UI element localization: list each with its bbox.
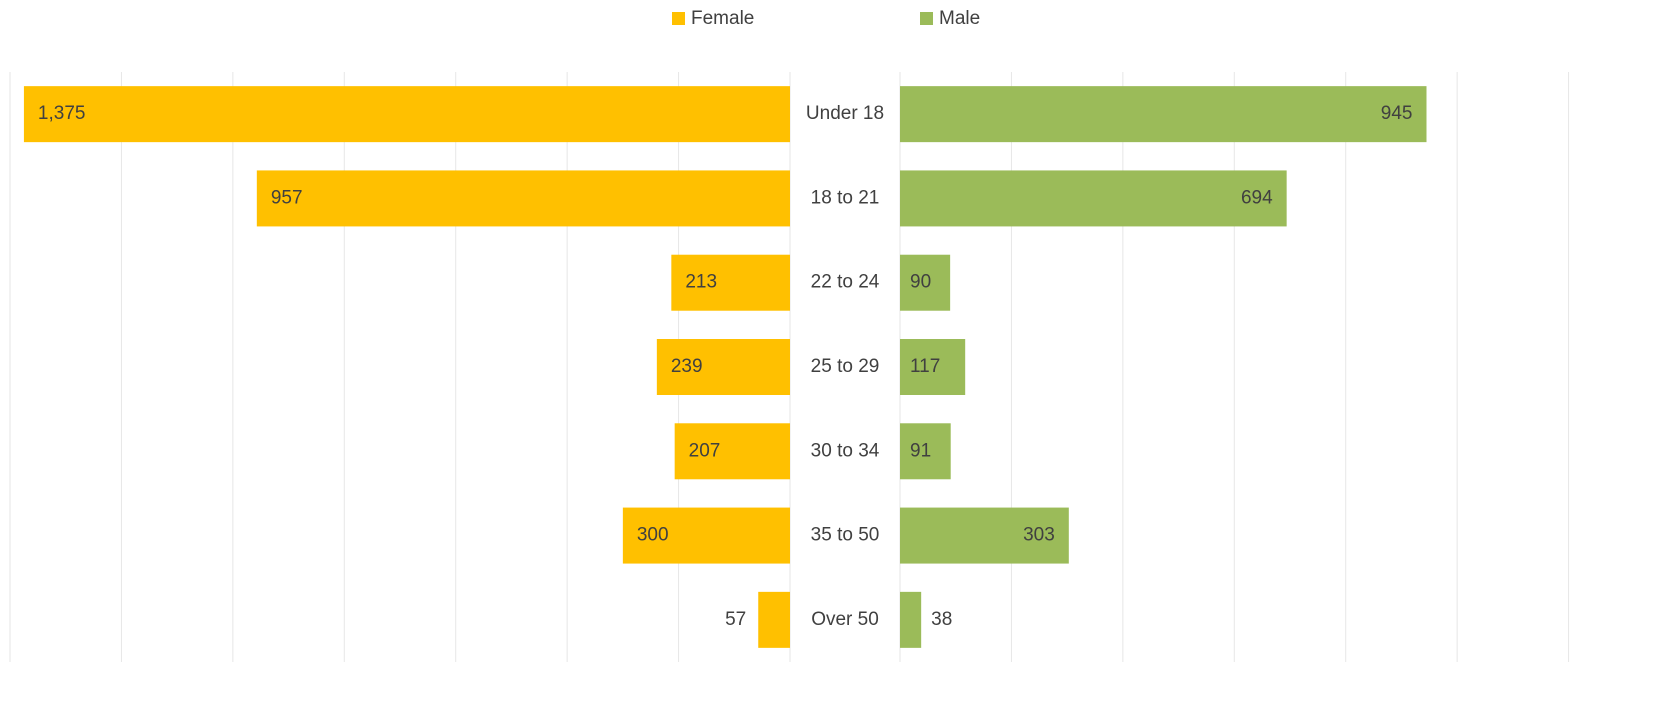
bar bbox=[23, 86, 790, 143]
legend-swatch bbox=[920, 12, 933, 25]
bar bbox=[674, 423, 790, 480]
bar bbox=[256, 170, 790, 227]
data-label: 57 bbox=[725, 609, 746, 630]
category-label: 22 to 24 bbox=[811, 272, 880, 293]
category-label: Over 50 bbox=[811, 609, 879, 630]
bar bbox=[671, 254, 790, 311]
legend-label: Female bbox=[691, 8, 754, 29]
data-label: 957 bbox=[271, 187, 303, 208]
data-label: 239 bbox=[671, 356, 703, 377]
data-label: 38 bbox=[931, 609, 952, 630]
data-label: 213 bbox=[685, 272, 717, 293]
legend-label: Male bbox=[939, 8, 980, 29]
category-label: Under 18 bbox=[806, 103, 884, 124]
bar bbox=[900, 86, 1427, 143]
bar bbox=[900, 170, 1287, 227]
bar bbox=[758, 591, 790, 648]
legend-swatch bbox=[672, 12, 685, 25]
data-label: 945 bbox=[1381, 103, 1413, 124]
data-label: 207 bbox=[689, 440, 721, 461]
bar bbox=[900, 339, 966, 395]
data-label: 300 bbox=[637, 525, 669, 546]
bar bbox=[900, 423, 951, 480]
category-label: 30 to 34 bbox=[811, 440, 880, 461]
data-label: 694 bbox=[1241, 187, 1273, 208]
data-label: 90 bbox=[910, 272, 931, 293]
data-label: 303 bbox=[1023, 525, 1055, 546]
bar bbox=[900, 591, 922, 648]
data-label: 91 bbox=[910, 440, 931, 461]
data-label: 1,375 bbox=[38, 103, 86, 124]
bar bbox=[622, 507, 790, 564]
category-label: 35 to 50 bbox=[811, 525, 880, 546]
data-label: 117 bbox=[910, 356, 940, 377]
category-label: 18 to 21 bbox=[811, 187, 880, 208]
category-label: 25 to 29 bbox=[811, 356, 880, 377]
bar bbox=[656, 339, 790, 395]
bar bbox=[900, 507, 1069, 564]
bar bbox=[900, 254, 951, 311]
